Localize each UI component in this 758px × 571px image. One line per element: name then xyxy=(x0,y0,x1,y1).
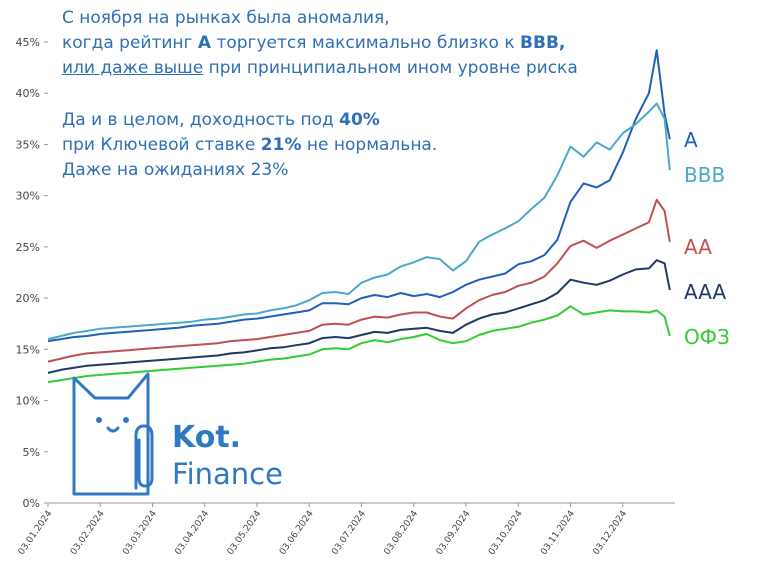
x-tick-label: 03.11.2024 xyxy=(539,509,577,557)
y-tick-label: 45% xyxy=(16,36,40,49)
annotation-text-5b: не нормальна. xyxy=(301,135,438,155)
annotation-bold-a: A xyxy=(197,33,212,53)
x-tick-label: 03.12.2024 xyxy=(591,509,629,557)
annotation-line-5: при Ключевой ставке 21% не нормальна. xyxy=(62,133,437,157)
x-axis: 03.01.2024 03.02.2024 03.03.2024 03.04.2024… xyxy=(17,502,675,557)
y-tick-label: 20% xyxy=(16,292,40,305)
annotation-text-4: Да и в целом, доходность под xyxy=(62,110,340,130)
annotation-line-1: С ноября на рынках была аномалия, xyxy=(62,6,390,30)
y-tick-label: 10% xyxy=(16,395,40,408)
legend-label-bbb: BBB xyxy=(684,163,726,187)
x-tick-label: 03.05.2024 xyxy=(226,509,264,557)
brand-subtitle: Finance xyxy=(172,457,283,491)
x-tick-label: 03.02.2024 xyxy=(69,509,107,557)
annotation-line-2: когда рейтинг A торгуется максимально бл… xyxy=(62,31,565,55)
annotation-bold-21: 21% xyxy=(260,135,302,155)
annotation-line-6: Даже на ожиданиях 23% xyxy=(62,158,288,182)
series-line-aaa xyxy=(47,259,671,374)
y-tick-label: 25% xyxy=(16,241,40,254)
annotation-bold-40: 40% xyxy=(339,110,380,130)
legend-label-a: A xyxy=(684,128,698,152)
x-tick-label: 03.10.2024 xyxy=(487,509,525,557)
x-tick-label: 03.09.2024 xyxy=(435,509,473,557)
x-tick-label: 03.01.2024 xyxy=(17,509,55,557)
x-tick-label: 03.03.2024 xyxy=(121,509,159,557)
x-tick-label: 03.06.2024 xyxy=(278,509,316,557)
y-axis: 0% 5% 10% 15% 20% 25% 30% 35% 40% 45% xyxy=(16,36,48,510)
x-tick-label: 03.08.2024 xyxy=(382,509,420,557)
annotation-text-2b: торгуется максимально близко к xyxy=(211,33,521,53)
legend-label-aa: AA xyxy=(684,235,712,259)
x-tick-label: 03.04.2024 xyxy=(173,509,211,557)
series-line-bbb xyxy=(47,102,671,341)
annotation-bold-bbb: BBB, xyxy=(520,33,566,53)
y-tick-label: 15% xyxy=(16,343,40,356)
y-tick-label: 5% xyxy=(23,446,40,459)
y-tick-label: 40% xyxy=(16,87,40,100)
annotation-underlined: или даже выше xyxy=(62,58,204,78)
brand-name: Kot. xyxy=(172,420,242,455)
y-tick-label: 35% xyxy=(16,138,40,151)
annotation-text-2a: когда рейтинг xyxy=(62,33,198,53)
x-tick-label: 03.07.2024 xyxy=(330,509,368,557)
annotation-line-3: или даже выше при принципиальном ином ур… xyxy=(62,56,578,80)
annotation-line-4: Да и в целом, доходность под 40% xyxy=(62,108,380,132)
cat-logo-icon xyxy=(72,372,154,496)
annotation-text-5a: при Ключевой ставке xyxy=(62,135,261,155)
series-line-ofz xyxy=(47,305,671,384)
legend-label-aaa: AAA xyxy=(684,280,727,304)
annotation-text-6: Даже на ожиданиях 23% xyxy=(62,160,289,180)
legend-label-ofz: ОФЗ xyxy=(684,325,730,349)
series-line-aa xyxy=(47,198,671,363)
series-lines xyxy=(47,49,671,384)
y-tick-label: 30% xyxy=(16,190,40,203)
annotation-text-3: при принципиальном ином уровне риска xyxy=(203,58,578,78)
annotation-text-1: С ноября на рынках была аномалия, xyxy=(62,8,390,28)
series-line-a xyxy=(47,49,671,343)
y-tick-label: 0% xyxy=(23,497,40,510)
